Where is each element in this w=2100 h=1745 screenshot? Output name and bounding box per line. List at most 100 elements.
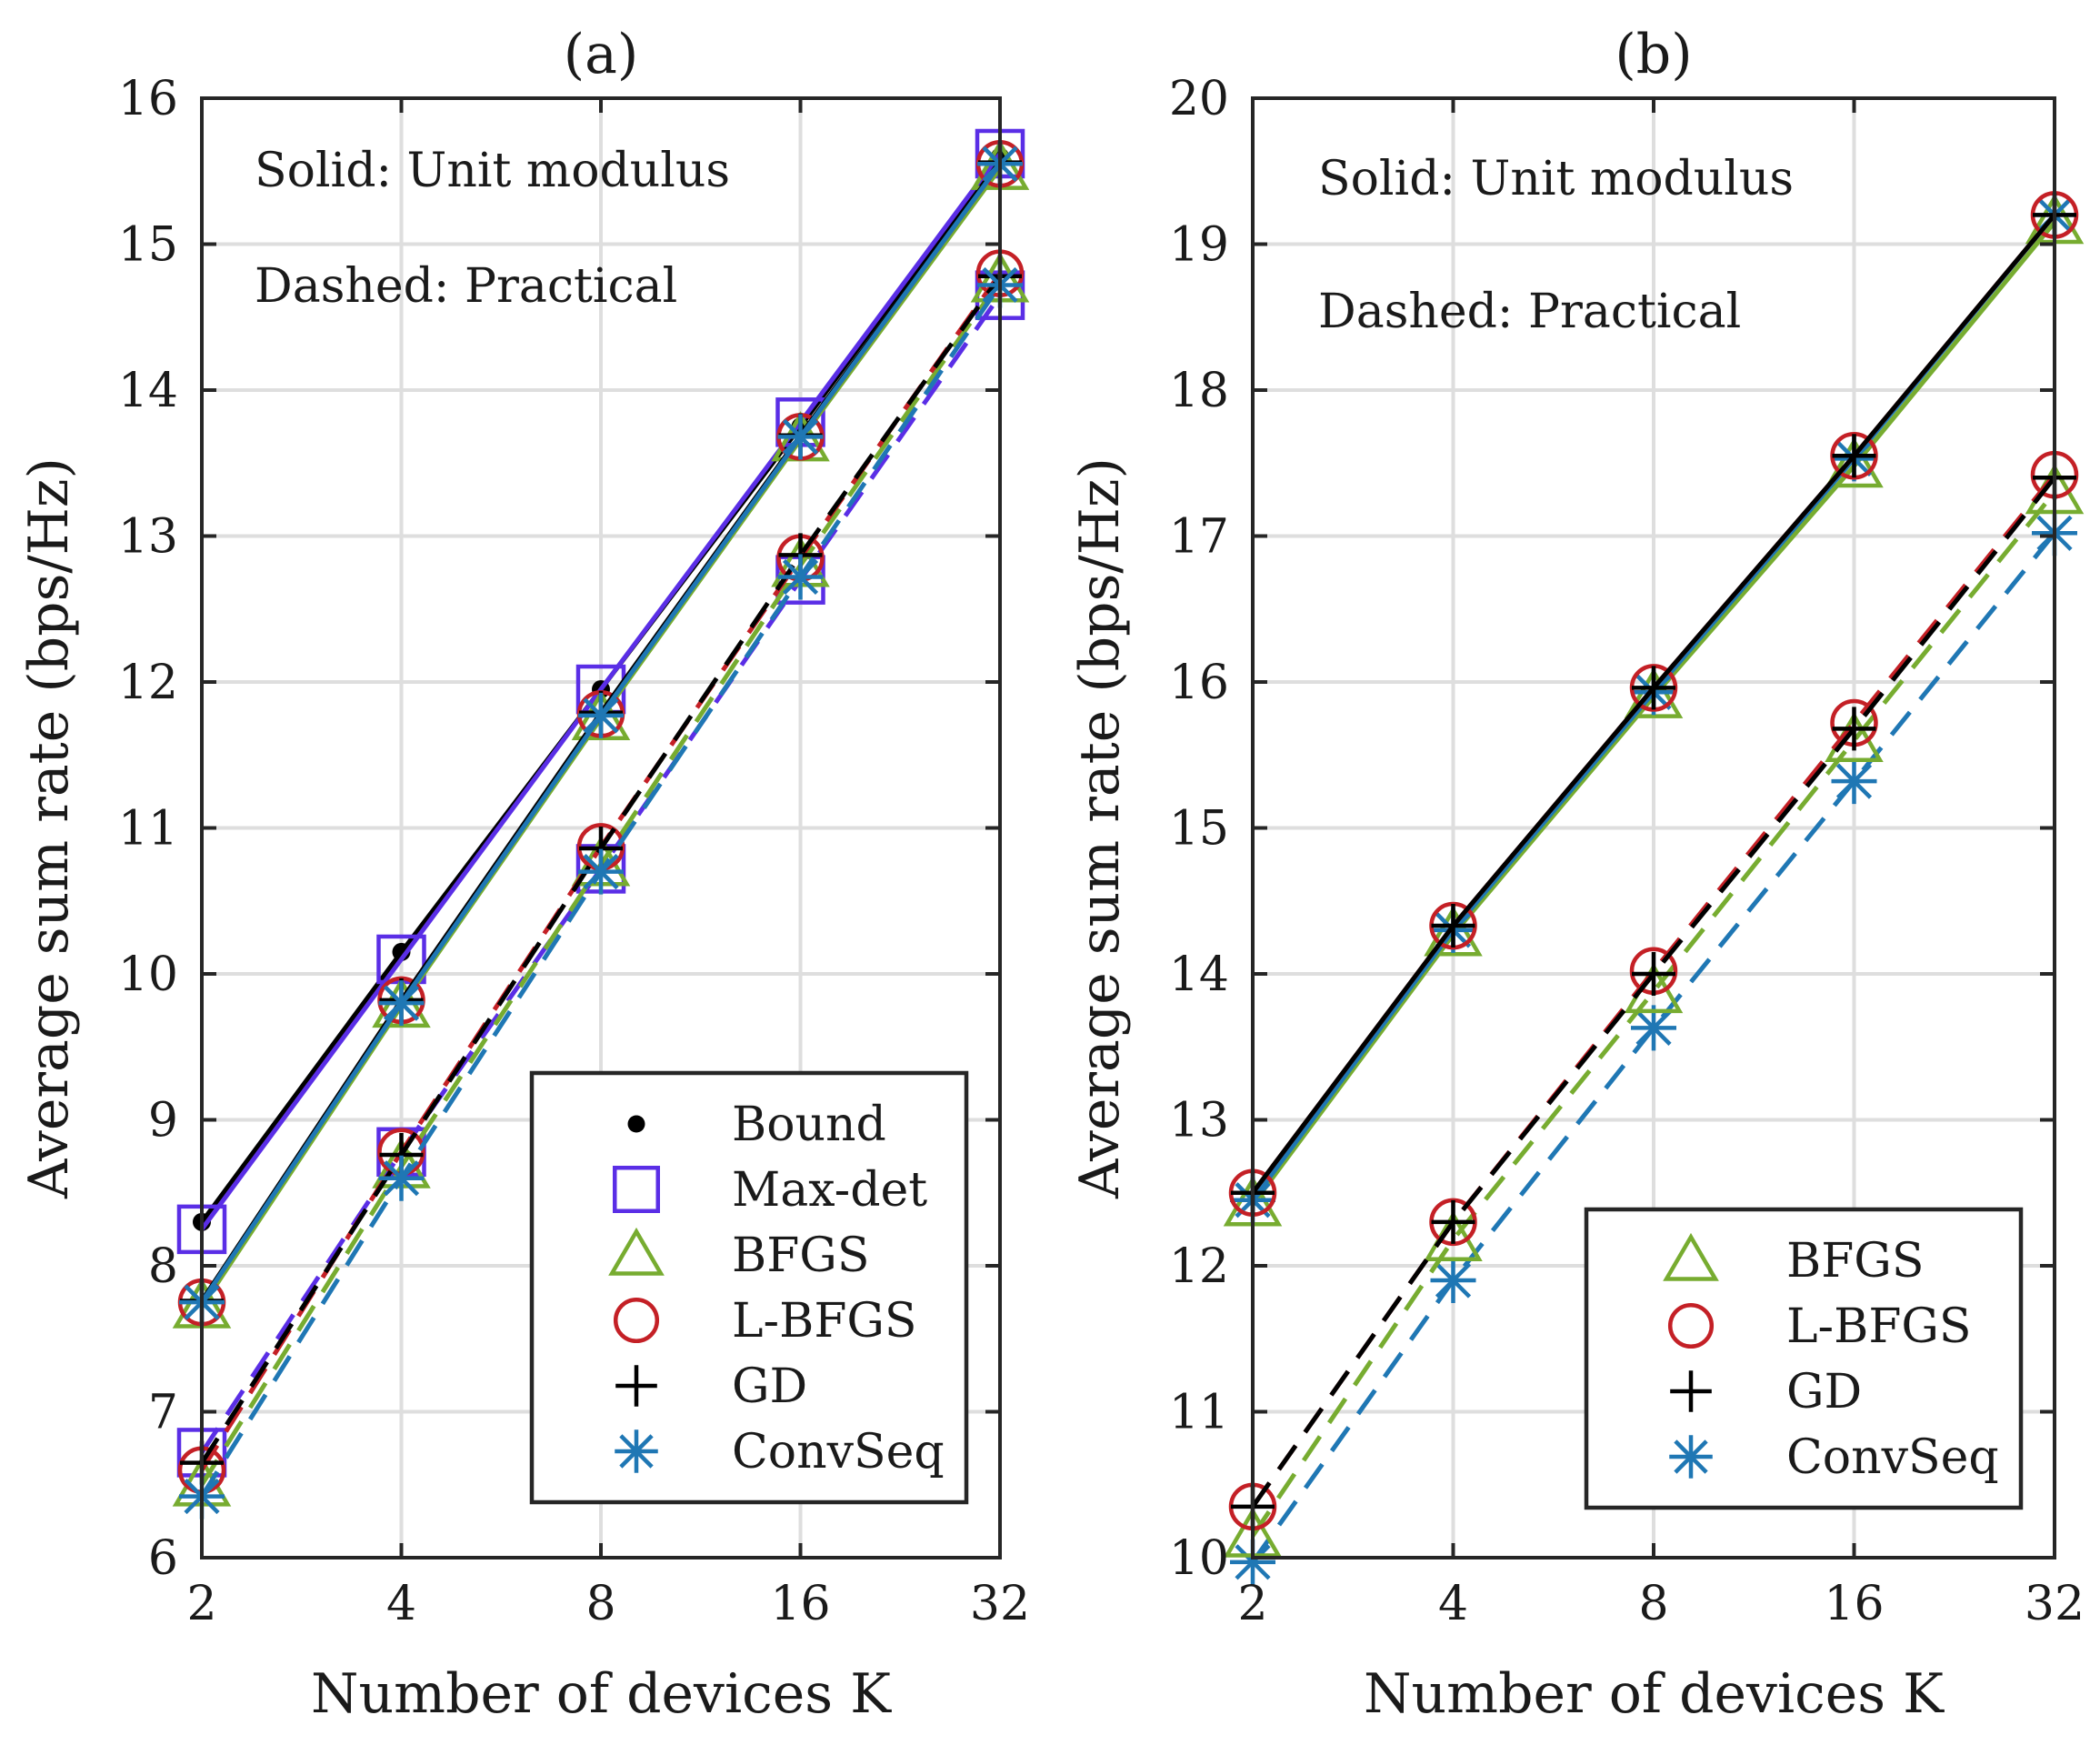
y-tick-label: 15 bbox=[1169, 802, 1229, 857]
x-tick-label: 4 bbox=[386, 1577, 416, 1631]
legend: Bound Max-det BFGS L-BFGS GD ConvSeq bbox=[529, 1070, 969, 1505]
y-tick-label: 7 bbox=[148, 1386, 178, 1440]
convseq-legend-marker bbox=[615, 1429, 658, 1473]
legend-label: GD bbox=[1786, 1365, 1862, 1419]
legend-label: GD bbox=[732, 1359, 807, 1414]
y-tick-label: 17 bbox=[1169, 510, 1229, 565]
y-tick-label: 19 bbox=[1169, 218, 1229, 273]
legend-label: L-BFGS bbox=[1786, 1299, 1972, 1354]
convseq-legend-marker bbox=[1669, 1435, 1713, 1479]
x-axis-label: Number of devices K bbox=[311, 1662, 892, 1726]
data-point-convseq-dashed bbox=[777, 554, 824, 600]
y-tick-label: 14 bbox=[118, 364, 178, 418]
x-tick-label: 32 bbox=[970, 1577, 1030, 1631]
annotation-1: Dashed: Practical bbox=[255, 259, 677, 314]
series-line-gd-dashed bbox=[1250, 476, 2056, 1509]
legend-box bbox=[1584, 1207, 2024, 1510]
data-point-gd-solid bbox=[1632, 666, 1675, 710]
bound-legend-marker bbox=[627, 1115, 645, 1133]
data-point-convseq-dashed bbox=[1430, 1258, 1476, 1304]
x-tick-label: 2 bbox=[1237, 1577, 1267, 1631]
x-tick-label: 16 bbox=[770, 1577, 830, 1631]
legend-item-gd: GD bbox=[615, 1359, 807, 1414]
data-point-gd-dashed bbox=[1832, 707, 1876, 751]
x-tick-label: 32 bbox=[2025, 1577, 2085, 1631]
legend-item-bound: Bound bbox=[627, 1098, 886, 1152]
legend-item-max-det: Max-det bbox=[613, 1163, 927, 1218]
y-tick-label: 18 bbox=[1169, 364, 1229, 418]
legend-item-convseq: ConvSeq bbox=[615, 1425, 945, 1479]
y-axis-label: Average sum rate (bps/Hz) bbox=[1068, 457, 1132, 1199]
y-tick-label: 10 bbox=[118, 948, 178, 1002]
series-line-max-det-solid bbox=[199, 152, 1003, 1231]
data-point-gd-dashed bbox=[1431, 1199, 1475, 1244]
series-convseq-dashed bbox=[1230, 510, 2077, 1585]
legend-label: BFGS bbox=[732, 1229, 869, 1283]
y-tick-label: 11 bbox=[1169, 1386, 1229, 1440]
data-point-convseq-dashed bbox=[378, 1155, 425, 1201]
legend-label: Max-det bbox=[732, 1163, 927, 1218]
annotation-0: Solid: Unit modulus bbox=[255, 144, 730, 198]
data-point-convseq-solid bbox=[378, 980, 425, 1027]
legend-item-convseq: ConvSeq bbox=[1669, 1430, 1999, 1485]
y-tick-label: 16 bbox=[1169, 656, 1229, 710]
legend-label: BFGS bbox=[1786, 1234, 1924, 1289]
y-tick-label: 20 bbox=[1169, 72, 1229, 126]
legend-label: ConvSeq bbox=[732, 1425, 945, 1479]
data-point-convseq-dashed bbox=[1831, 758, 1877, 805]
annotation-1: Dashed: Practical bbox=[1318, 285, 1741, 339]
legend-label: L-BFGS bbox=[732, 1294, 917, 1349]
data-point-gd-dashed bbox=[1632, 952, 1675, 996]
gd-legend-marker bbox=[1670, 1370, 1712, 1412]
y-tick-label: 16 bbox=[118, 72, 178, 126]
y-tick-label: 12 bbox=[1169, 1239, 1229, 1294]
x-tick-label: 8 bbox=[585, 1577, 615, 1631]
legend-item-bfgs: BFGS bbox=[608, 1227, 869, 1283]
data-point-bfgs-solid bbox=[1825, 436, 1884, 488]
panel-b: 2 4 8 16 32 10 11 12 13 14 15 16 17 18 19 20 (b) Number o… bbox=[1068, 23, 2085, 1726]
series-group bbox=[1223, 191, 2085, 1585]
series-convseq-dashed bbox=[179, 262, 1023, 1519]
chart-title: (b) bbox=[1615, 23, 1692, 86]
y-tick-label: 8 bbox=[148, 1239, 178, 1294]
y-tick-label: 12 bbox=[118, 656, 178, 710]
gd-legend-marker bbox=[615, 1365, 657, 1407]
y-tick-label: 14 bbox=[1169, 948, 1229, 1002]
x-tick-label: 8 bbox=[1638, 1577, 1668, 1631]
legend-box bbox=[529, 1070, 969, 1505]
bfgs-legend-marker bbox=[608, 1227, 665, 1276]
legend-item-l-bfgs: L-BFGS bbox=[1667, 1299, 1972, 1354]
panel-a: 2 4 8 16 32 6 7 8 9 10 11 12 13 14 15 16 (a) Number of de… bbox=[17, 23, 1030, 1726]
series-line-convseq-dashed bbox=[1250, 531, 2056, 1564]
data-point-gd-solid bbox=[1832, 434, 1876, 478]
y-axis-label: Average sum rate (bps/Hz) bbox=[17, 457, 81, 1199]
y-tick-label: 10 bbox=[1169, 1531, 1229, 1586]
y-tick-label: 9 bbox=[148, 1094, 178, 1148]
l-bfgs-legend-marker bbox=[1667, 1302, 1715, 1349]
legend-label: Bound bbox=[732, 1098, 886, 1152]
legend-item-gd: GD bbox=[1670, 1365, 1862, 1419]
legend: BFGS L-BFGS GD ConvSeq bbox=[1584, 1207, 2024, 1510]
x-tick-label: 2 bbox=[186, 1577, 216, 1631]
axes: 2 4 8 16 32 6 7 8 9 10 11 12 13 14 15 16 bbox=[118, 72, 1030, 1631]
legend-item-bfgs: BFGS bbox=[1663, 1232, 1924, 1289]
x-axis-label: Number of devices K bbox=[1364, 1662, 1945, 1726]
x-tick-label: 4 bbox=[1438, 1577, 1468, 1631]
y-tick-label: 6 bbox=[148, 1531, 178, 1586]
y-tick-label: 11 bbox=[118, 802, 178, 857]
axes: 2 4 8 16 32 10 11 12 13 14 15 16 17 18 19 20 bbox=[1169, 72, 2085, 1631]
series-line-bfgs-dashed bbox=[1250, 490, 2056, 1538]
data-point-convseq-dashed bbox=[578, 848, 624, 895]
y-tick-label: 13 bbox=[1169, 1094, 1229, 1148]
x-tick-label: 16 bbox=[1824, 1577, 1884, 1631]
annotation-0: Solid: Unit modulus bbox=[1318, 152, 1794, 206]
chart-title: (a) bbox=[564, 23, 639, 86]
legend-label: ConvSeq bbox=[1786, 1430, 1999, 1485]
max-det-legend-marker bbox=[613, 1166, 660, 1213]
data-point-gd-solid bbox=[1431, 904, 1475, 948]
y-tick-label: 15 bbox=[118, 218, 178, 273]
y-tick-label: 13 bbox=[118, 510, 178, 565]
data-point-convseq-solid bbox=[578, 692, 624, 738]
series-gd-dashed bbox=[1231, 456, 2076, 1529]
